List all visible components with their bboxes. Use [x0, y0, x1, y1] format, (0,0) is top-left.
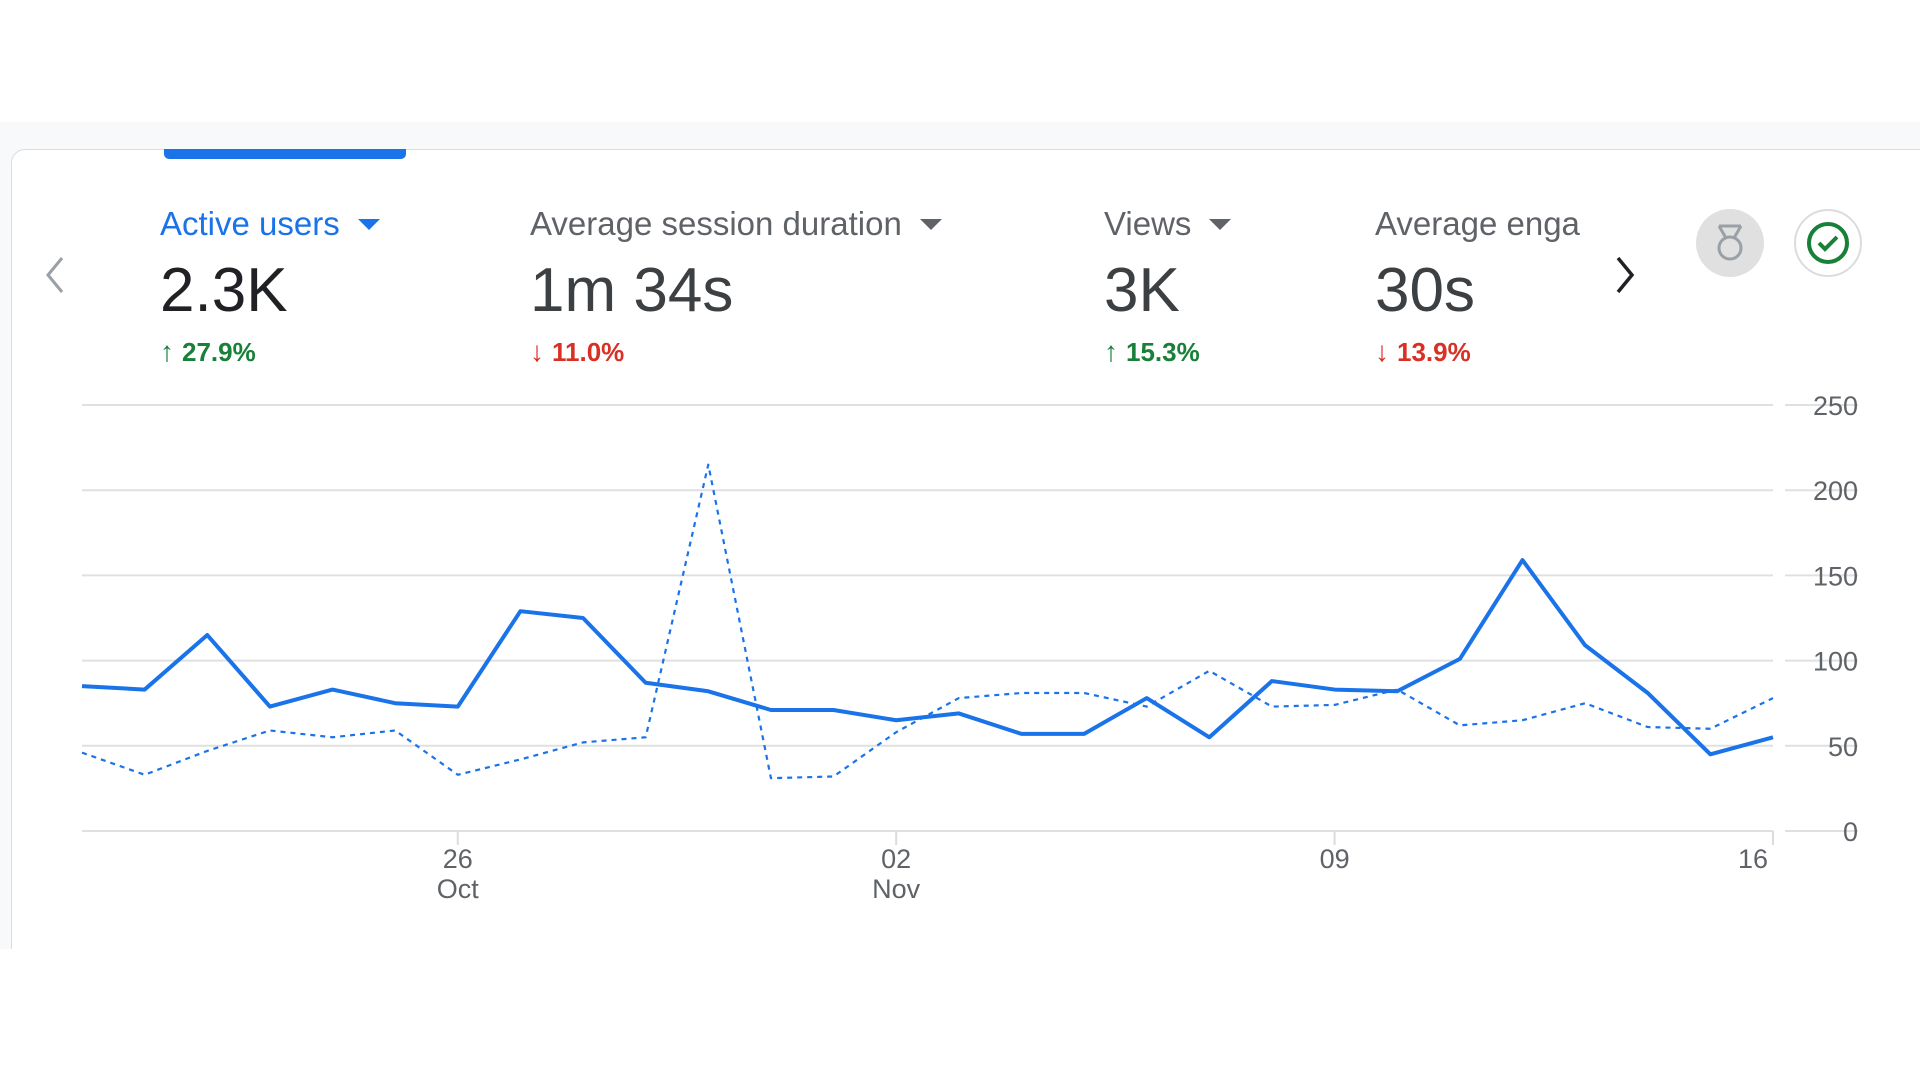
y-tick-label: 200 — [1813, 476, 1858, 506]
tab-indicator — [164, 149, 406, 159]
x-tick-label: 16 — [1738, 844, 1768, 874]
insights-badge[interactable] — [1695, 208, 1765, 278]
metric-tab[interactable]: Active users 2.3K ↑ 27.9% — [160, 205, 380, 368]
y-tick-label: 0 — [1843, 817, 1858, 847]
change-arrow: ↑ — [1104, 336, 1118, 367]
metric-change: ↓ 11.0% — [530, 336, 942, 368]
x-tick-label: 02 Nov — [872, 844, 921, 904]
metric-tab[interactable]: Average engagement time 30s ↓ 13.9% — [1375, 205, 1581, 368]
change-text: 13.9% — [1397, 336, 1471, 367]
line-chart: 0 50 100 150 200 250 26 Oct 02 Nov 09 16 — [81, 391, 1858, 904]
change-text: 27.9% — [182, 336, 256, 367]
dropdown-caret — [1209, 218, 1232, 230]
x-tick-label: 26 Oct — [437, 844, 480, 904]
change-text: 11.0% — [552, 336, 625, 367]
change-arrow: ↓ — [530, 336, 544, 367]
metric-tab[interactable]: Average session duration 1m 34s ↓ 11.0% — [530, 205, 942, 368]
series-line — [81, 558, 1774, 757]
y-tick-label: 150 — [1813, 561, 1858, 591]
y-tick-label: 250 — [1813, 391, 1858, 421]
prev-button[interactable] — [40, 250, 70, 300]
metric-change: ↑ 15.3% — [1104, 336, 1231, 368]
y-tick-label: 50 — [1828, 732, 1858, 762]
metric-value: 2.3K — [160, 256, 288, 325]
metric-value: 30s — [1375, 256, 1475, 325]
comparison-line — [81, 463, 1774, 780]
next-button[interactable] — [1610, 250, 1640, 300]
metric-label: Average engagement time — [1375, 205, 1581, 243]
metric-value: 1m 34s — [530, 256, 734, 325]
metric-tab[interactable]: Views 3K ↑ 15.3% — [1104, 205, 1232, 368]
metric-label-text: Average engagement time — [1375, 205, 1581, 242]
metric-label: Views — [1104, 205, 1232, 243]
metric-label: Average session duration — [530, 205, 942, 243]
y-tick-label: 100 — [1813, 647, 1858, 677]
x-tick-label: 09 — [1320, 844, 1350, 874]
metric-label-text: Average session duration — [530, 205, 902, 242]
metric-change: ↑ 27.9% — [160, 336, 380, 368]
metric-label: Active users — [160, 205, 380, 243]
metric-label-text: Active users — [160, 205, 340, 242]
status-check[interactable] — [1793, 208, 1863, 278]
dropdown-caret — [357, 218, 380, 230]
change-text: 15.3% — [1126, 336, 1200, 367]
metric-change: ↓ 13.9% — [1375, 336, 1581, 368]
metrics-card: Active users 2.3K ↑ 27.9% Average session du… — [11, 149, 1920, 949]
metric-value: 3K — [1104, 256, 1180, 325]
dashboard-area: Active users 2.3K ↑ 27.9% Average session du… — [0, 122, 1920, 949]
dropdown-caret — [919, 218, 942, 230]
change-arrow: ↑ — [160, 336, 174, 367]
metric-label-text: Views — [1104, 205, 1192, 242]
change-arrow: ↓ — [1375, 336, 1389, 367]
